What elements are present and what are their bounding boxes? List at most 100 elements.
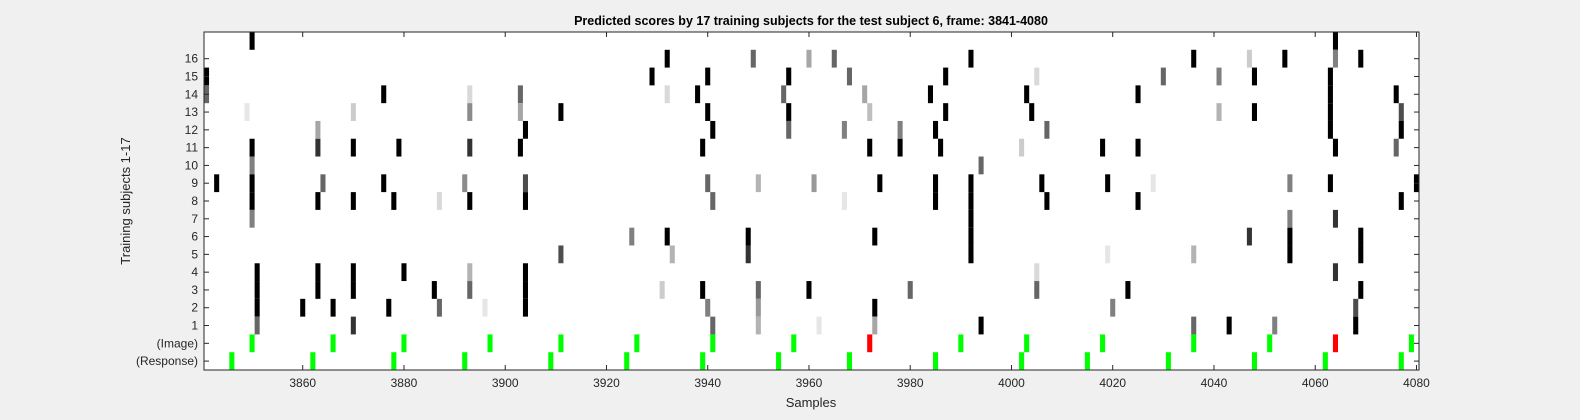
y-tick-label: 14 xyxy=(185,87,199,101)
x-tick-label: 3960 xyxy=(796,376,823,390)
heat-cell-subject-16 xyxy=(750,49,756,68)
heat-cell-subject-9 xyxy=(933,174,939,193)
heat-cell-subject-6 xyxy=(664,227,670,246)
heat-cell-subject-9 xyxy=(381,174,387,193)
plot-area xyxy=(204,32,1419,370)
heat-cell-subject-12 xyxy=(710,120,716,139)
y-tick-label: (Response) xyxy=(136,354,198,368)
heat-cell-subject-2 xyxy=(1110,298,1116,317)
response-event-mark xyxy=(933,352,939,370)
heat-cell-subject-12 xyxy=(841,120,847,139)
heat-cell-subject-7 xyxy=(1287,209,1293,228)
heat-cell-subject-16 xyxy=(968,49,974,68)
heat-cell-subject-13 xyxy=(467,103,473,121)
heat-cell-subject-4 xyxy=(522,263,528,282)
heat-cell-subject-15 xyxy=(943,67,949,86)
heat-cell-subject-17 xyxy=(1332,32,1338,50)
heat-cell-subject-8 xyxy=(710,192,716,210)
heat-cell-subject-9 xyxy=(1150,174,1156,193)
heat-cell-subject-16 xyxy=(1246,49,1252,68)
image-event-mark xyxy=(330,334,336,353)
heat-cell-subject-4 xyxy=(350,263,356,282)
heat-cell-subject-9 xyxy=(522,174,528,193)
heat-cell-subject-3 xyxy=(1034,281,1040,299)
heat-cell-subject-3 xyxy=(659,281,665,299)
image-event-mark xyxy=(558,334,564,353)
heat-cell-subject-8 xyxy=(249,192,255,210)
heat-cell-subject-1 xyxy=(350,316,356,335)
heat-cell-subject-3 xyxy=(1358,281,1364,299)
heat-cell-subject-14 xyxy=(381,85,387,104)
heat-cell-subject-14 xyxy=(517,85,523,104)
heat-cell-subject-14 xyxy=(927,85,933,104)
heat-cell-subject-13 xyxy=(867,103,873,121)
heat-cell-subject-2 xyxy=(705,298,711,317)
heat-cell-subject-11 xyxy=(1332,138,1338,157)
heat-cell-subject-16 xyxy=(1358,49,1364,68)
heat-cell-subject-11 xyxy=(517,138,523,157)
heat-cell-subject-15 xyxy=(649,67,655,86)
heat-cell-subject-2 xyxy=(386,298,392,317)
heat-cell-subject-8 xyxy=(522,192,528,210)
x-tick-label: 4040 xyxy=(1201,376,1228,390)
heat-cell-subject-16 xyxy=(664,49,670,68)
heat-cell-subject-15 xyxy=(1216,67,1222,86)
y-tick-label: 9 xyxy=(191,176,198,190)
heat-cell-subject-3 xyxy=(1125,281,1131,299)
heat-cell-subject-14 xyxy=(1024,85,1030,104)
heat-cell-subject-5 xyxy=(1105,245,1111,264)
response-event-mark xyxy=(1084,352,1090,370)
heat-cell-subject-9 xyxy=(811,174,817,193)
heat-cell-subject-11 xyxy=(1019,138,1025,157)
heat-cell-subject-14 xyxy=(1327,85,1333,104)
heat-cell-subject-1 xyxy=(978,316,984,335)
heat-cell-subject-4 xyxy=(467,263,473,282)
heat-cell-subject-9 xyxy=(1287,174,1293,193)
response-event-mark xyxy=(229,352,235,370)
heat-cell-subject-8 xyxy=(1044,192,1050,210)
heat-cell-subject-3 xyxy=(431,281,437,299)
image-event-mark xyxy=(634,334,640,353)
heat-cell-subject-14 xyxy=(467,85,473,104)
y-tick-label: 6 xyxy=(191,230,198,244)
heat-cell-subject-11 xyxy=(867,138,873,157)
heat-cell-subject-9 xyxy=(462,174,468,193)
heat-cell-subject-11 xyxy=(1100,138,1106,157)
x-tick-label: 4000 xyxy=(998,376,1025,390)
heat-cell-subject-16 xyxy=(831,49,837,68)
heat-cell-subject-3 xyxy=(350,281,356,299)
heat-cell-subject-13 xyxy=(558,103,564,121)
x-tick-label: 3980 xyxy=(897,376,924,390)
heat-cell-subject-8 xyxy=(350,192,356,210)
heat-cell-subject-4 xyxy=(315,263,321,282)
x-tick-label: 4080 xyxy=(1403,376,1430,390)
heat-cell-subject-15 xyxy=(1327,67,1333,86)
heat-cell-subject-13 xyxy=(786,103,792,121)
heat-cell-subject-1 xyxy=(1226,316,1232,335)
heat-cell-subject-11 xyxy=(315,138,321,157)
heat-cell-subject-11 xyxy=(396,138,402,157)
heat-cell-subject-5 xyxy=(1191,245,1197,264)
heat-cell-subject-13 xyxy=(517,103,523,121)
heat-cell-subject-12 xyxy=(897,120,903,139)
heat-cell-subject-9 xyxy=(968,174,974,193)
heat-cell-subject-14 xyxy=(1135,85,1141,104)
heat-cell-subject-13 xyxy=(943,103,949,121)
heat-cell-subject-13 xyxy=(350,103,356,121)
y-axis-label: Training subjects 1-17 xyxy=(118,137,133,264)
heat-cell-subject-12 xyxy=(315,120,321,139)
heat-cell-subject-12 xyxy=(1327,120,1333,139)
heat-cell-subject-2 xyxy=(755,298,761,317)
heat-cell-subject-13 xyxy=(1398,103,1404,121)
heat-cell-subject-9 xyxy=(320,174,326,193)
x-tick-label: 3920 xyxy=(593,376,620,390)
heat-cell-subject-12 xyxy=(1398,120,1404,139)
y-tick-label: 1 xyxy=(191,319,198,333)
heat-cell-subject-16 xyxy=(1332,49,1338,68)
heat-cell-subject-9 xyxy=(1327,174,1333,193)
heat-cell-subject-3 xyxy=(467,281,473,299)
image-event-mark xyxy=(249,334,255,353)
heat-cell-subject-2 xyxy=(330,298,336,317)
response-event-mark xyxy=(1398,352,1404,370)
